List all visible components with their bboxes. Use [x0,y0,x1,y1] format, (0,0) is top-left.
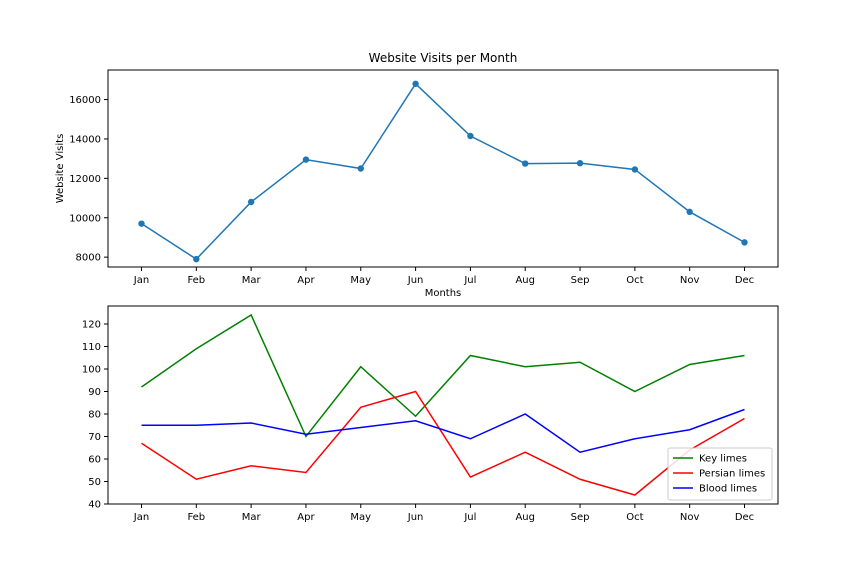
x-tick-label: Aug [515,275,535,286]
x-tick-label: Apr [297,275,315,286]
series-line-key-limes [141,313,745,438]
y-tick-label: 60 [88,455,101,466]
y-tick-label: 14000 [69,134,101,145]
x-tick-label: Mar [242,512,262,523]
legend-box [667,447,773,501]
visits-point [302,156,310,163]
y-tick-label: 10000 [69,213,101,224]
y-tick-label: 110 [82,342,101,353]
y-tick-label: 50 [88,477,101,488]
y-tick-label: 16000 [69,95,101,106]
y-tick-label: 40 [88,500,101,511]
visits-point [357,165,364,172]
visits-plot-area: Jan Feb Mar Apr May Jun Jul Aug Sep Oct Nov Dec 8000… [69,69,779,286]
x-tick-label: Aug [515,512,535,523]
y-tick-label: 12000 [69,174,101,185]
x-tick-label: Nov [680,512,700,523]
legend-label: Blood limes [699,484,757,495]
x-tick-label: Nov [680,275,700,286]
x-axis-label: Months [425,288,462,299]
x-tick-label: Sep [571,512,590,523]
visits-point [576,159,584,167]
y-tick-label: 8000 [76,253,101,264]
visits-point [412,80,419,87]
x-tick-label: Jan [133,275,149,286]
x-tick-label: Dec [735,512,754,523]
x-tick-label: Sep [571,275,590,286]
x-tick-label: Feb [187,275,205,286]
x-tick-label: Apr [297,512,315,523]
visits-point [138,220,145,227]
x-tick-label: Oct [626,275,643,286]
x-tick-label: Jun [407,512,424,523]
legend-label: Persian limes [699,469,765,480]
x-tick-label: May [350,512,371,523]
y-tick-label: 100 [82,365,101,376]
x-tick-label: May [350,275,371,286]
visits-line [141,82,745,261]
y-tick-label: 90 [88,387,101,398]
x-tick-label: Oct [626,512,643,523]
legend-label: Key limes [699,454,747,465]
x-tick-label: Jun [407,275,424,286]
visits-point [686,208,693,216]
plot-frame [107,69,779,268]
series-line-persian-limes [141,390,745,496]
visits-point [631,166,639,173]
visits-point [522,160,529,167]
x-tick-label: Jul [463,275,476,286]
x-tick-label: Jul [463,512,476,523]
y-tick-label: 70 [88,432,101,443]
limes-plot-area: Jan Feb Mar Apr May Jun Jul Aug Sep Oct Nov Dec 40 50… [82,305,779,523]
x-tick-label: Feb [187,512,205,523]
y-tick-label: 120 [82,320,101,331]
visits-point [741,239,748,246]
y-axis-label: Website Visits [55,134,66,204]
y-tick-label: 80 [88,410,101,421]
visits-chart: Website Visits per Month Jan Feb Mar Apr May… [55,51,779,299]
legend: Key limes Persian limes Blood limes [667,447,773,501]
visits-point [193,255,200,263]
x-tick-label: Mar [242,275,262,286]
series-line-blood-limes [141,408,745,454]
x-tick-label: Jan [133,512,149,523]
chart-title: Website Visits per Month [369,51,518,65]
limes-chart: Jan Feb Mar Apr May Jun Jul Aug Sep Oct Nov Dec 40 50… [82,305,779,523]
visits-point [467,132,474,140]
plot-frame [107,305,779,505]
x-tick-label: Dec [735,275,754,286]
visits-point [247,198,255,206]
